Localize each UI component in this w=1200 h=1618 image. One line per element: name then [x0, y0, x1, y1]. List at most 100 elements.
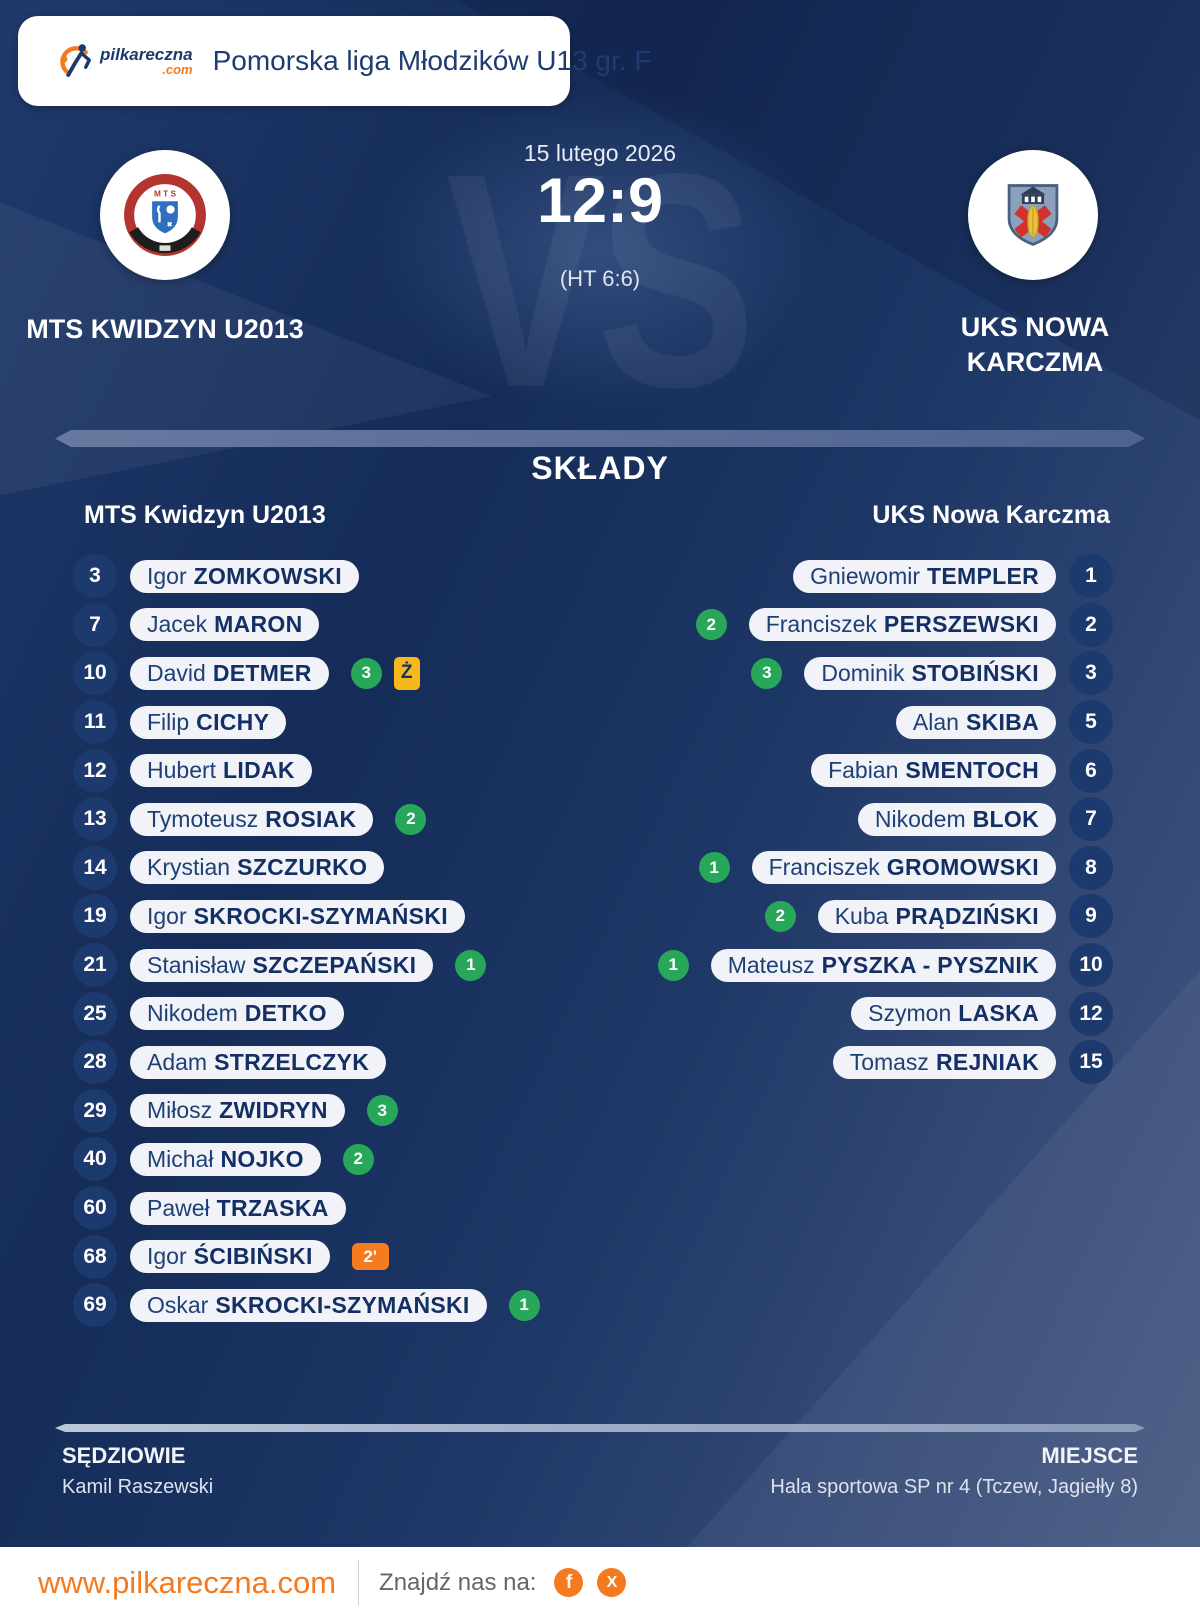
venue-value: Hala sportowa SP nr 4 (Tczew, Jagiełły 8… — [770, 1476, 1138, 1498]
footer-divider — [55, 1424, 1145, 1432]
player-number: 2 — [1069, 602, 1113, 647]
player-last-name: NOJKO — [220, 1145, 304, 1172]
player-name-pill: Adam STRZELCZYK — [130, 1045, 387, 1079]
player-last-name: SZCZURKO — [237, 854, 368, 881]
player-number: 10 — [73, 651, 117, 696]
match-score: 12:9 — [536, 166, 664, 236]
player-first-name: Alan — [912, 708, 959, 735]
section-divider — [55, 430, 1145, 447]
website-link[interactable]: www.pilkareczna.com — [38, 1564, 337, 1600]
player-row: 3 Dominik STOBIŃSKI 3 — [493, 649, 1113, 698]
player-first-name: Hubert — [147, 757, 217, 784]
player-number: 21 — [73, 943, 117, 988]
player-name-pill: Michał NOJKO — [130, 1142, 321, 1176]
player-first-name: Nikodem — [874, 805, 966, 832]
player-name-pill: Jacek MARON — [130, 608, 320, 642]
player-row: 28 Adam STRZELCZYK — [73, 1038, 673, 1087]
player-number: 5 — [1069, 700, 1113, 745]
player-number: 14 — [73, 845, 117, 890]
brand-name: pilkareczna — [100, 44, 193, 64]
yellow-card-badge: Ż — [393, 656, 420, 690]
player-name-pill: Gniewomir TEMPLER — [793, 559, 1056, 593]
player-last-name: MARON — [214, 611, 303, 638]
player-name-pill: Tomasz REJNIAK — [832, 1045, 1056, 1079]
venue-label: MIEJSCE — [1041, 1443, 1138, 1468]
player-first-name: Miłosz — [147, 1097, 213, 1124]
player-row: 60 Paweł TRZASKA — [73, 1184, 673, 1233]
player-first-name: Michał — [147, 1145, 214, 1172]
goals-badge: 1 — [508, 1289, 540, 1321]
referees-label: SĘDZIOWIE — [62, 1443, 186, 1468]
player-first-name: Franciszek — [768, 854, 880, 881]
player-last-name: STRZELCZYK — [214, 1048, 370, 1075]
mts-kwidzyn-crest-icon: M T S — [124, 174, 206, 256]
player-row: 68 Igor ŚCIBIŃSKI 2' — [73, 1232, 673, 1281]
svg-text:M T S: M T S — [154, 190, 177, 199]
vs-watermark: VS — [446, 111, 755, 451]
player-first-name: Gniewomir — [810, 562, 920, 589]
player-number: 3 — [73, 554, 117, 599]
player-name-pill: Miłosz ZWIDRYN — [130, 1094, 345, 1128]
player-row: Alan SKIBA 5 — [493, 698, 1113, 747]
league-header-card: pilkareczna .com Pomorska liga Młodzików… — [18, 16, 651, 106]
player-number: 12 — [1069, 991, 1113, 1036]
bottom-bar: www.pilkareczna.com Znajdź nas na: f X — [0, 1547, 1200, 1618]
player-last-name: TRZASKA — [216, 1194, 329, 1221]
player-row: 11 Filip CICHY — [73, 698, 673, 747]
player-number: 25 — [73, 991, 117, 1036]
player-row: 25 Nikodem DETKO — [73, 989, 673, 1038]
player-number: 19 — [73, 894, 117, 939]
player-row: 2 Kuba PRĄDZIŃSKI 9 — [493, 892, 1113, 941]
player-first-name: Tomasz — [849, 1048, 929, 1075]
player-name-pill: Nikodem DETKO — [130, 997, 344, 1031]
player-first-name: Igor — [147, 1243, 187, 1270]
player-name-pill: Hubert LIDAK — [130, 754, 312, 788]
player-name-pill: Igor ŚCIBIŃSKI — [130, 1240, 330, 1274]
player-last-name: SKIBA — [965, 708, 1039, 735]
goals-badge: 3 — [751, 657, 783, 689]
player-number: 1 — [1069, 554, 1113, 599]
player-row: Nikodem BLOK 7 — [493, 795, 1113, 844]
player-last-name: SMENTOCH — [905, 757, 1039, 784]
player-name-pill: Mateusz PYSZKA - PYSZNIK — [710, 948, 1056, 982]
player-name-pill: Tymoteusz ROSIAK — [130, 802, 374, 836]
player-first-name: Franciszek — [765, 611, 877, 638]
brand-wordmark: pilkareczna .com — [100, 44, 193, 76]
goals-badge: 2 — [342, 1143, 374, 1175]
player-last-name: SKROCKI-SZYMAŃSKI — [215, 1291, 470, 1318]
player-name-pill: Filip CICHY — [130, 705, 287, 739]
away-player-list: Gniewomir TEMPLER 1 2 Franciszek PERSZEWSKI 2 3… — [493, 552, 1113, 1087]
player-last-name: ŚCIBIŃSKI — [193, 1243, 313, 1270]
player-number: 6 — [1069, 748, 1113, 793]
facebook-icon[interactable]: f — [554, 1568, 584, 1597]
home-team-name: MTS KWIDZYN U2013 — [26, 314, 304, 344]
player-first-name: Oskar — [147, 1291, 209, 1318]
referees-value: Kamil Raszewski — [62, 1476, 214, 1498]
player-row: Gniewomir TEMPLER 1 — [493, 552, 1113, 601]
player-number: 8 — [1069, 845, 1113, 890]
goals-badge: 2 — [395, 803, 427, 835]
player-name-pill: Franciszek GROMOWSKI — [751, 851, 1056, 885]
player-last-name: CICHY — [196, 708, 270, 735]
goals-badge: 1 — [698, 852, 730, 884]
player-last-name: PERSZEWSKI — [883, 611, 1039, 638]
player-last-name: TEMPLER — [927, 562, 1039, 589]
player-number: 29 — [73, 1088, 117, 1133]
player-first-name: Krystian — [147, 854, 231, 881]
player-last-name: DETMER — [212, 659, 312, 686]
find-us-label: Znajdź nas na: — [379, 1568, 537, 1596]
player-name-pill: Stanisław SZCZEPAŃSKI — [130, 948, 434, 982]
vertical-divider — [358, 1559, 360, 1606]
away-team-logo — [968, 150, 1098, 280]
player-first-name: Kuba — [834, 902, 889, 929]
lineups-section-title: SKŁADY — [531, 450, 669, 486]
player-row: 12 Hubert LIDAK — [73, 746, 673, 795]
goals-badge: 1 — [455, 949, 487, 981]
player-last-name: REJNIAK — [935, 1048, 1039, 1075]
x-icon[interactable]: X — [597, 1568, 627, 1597]
player-name-pill: Igor ZOMKOWSKI — [130, 559, 359, 593]
player-row: Fabian SMENTOCH 6 — [493, 746, 1113, 795]
player-number: 68 — [73, 1234, 117, 1279]
home-player-list: 3 Igor ZOMKOWSKI 7 Jacek MARON 10 David DETMER 3 Ż… — [73, 552, 673, 1330]
